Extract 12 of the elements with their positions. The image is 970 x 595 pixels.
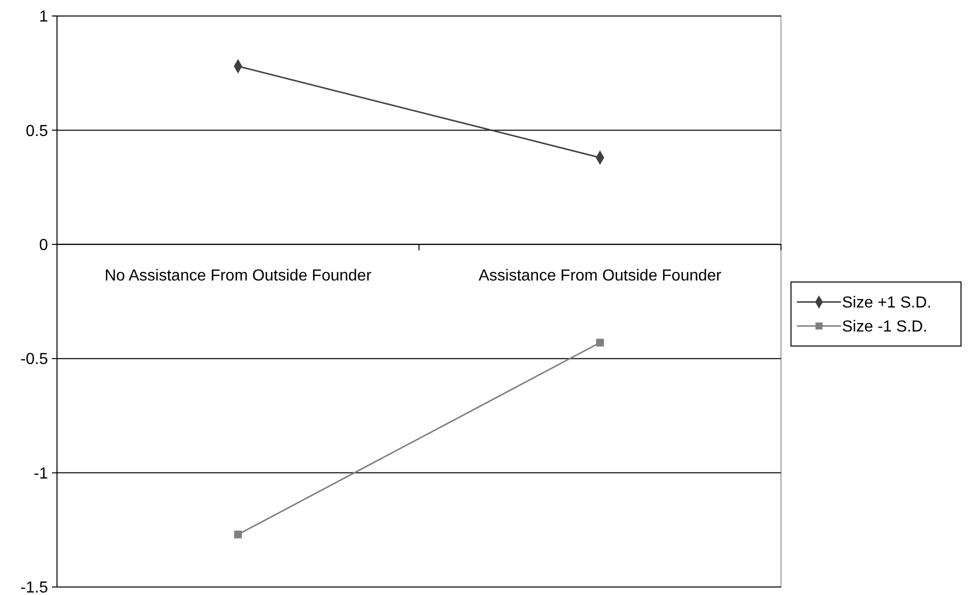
y-tick-label: -1 [34,465,48,482]
y-tick-label: 0 [39,237,48,254]
legend-label: Size -1 S.D. [842,318,928,336]
y-tick-label: 1 [39,8,48,26]
y-tick-label: -1.5 [20,580,48,595]
y-tick-label: 0.5 [26,122,48,140]
y-tick-label: -0.5 [20,351,48,368]
point [596,338,604,346]
x-tick-label: No Assistance From Outside Founder [104,267,372,284]
legend-label: Size +1 S.D. [842,294,932,312]
point [234,530,242,538]
x-tick-label: Assistance From Outside Founder [478,267,722,284]
